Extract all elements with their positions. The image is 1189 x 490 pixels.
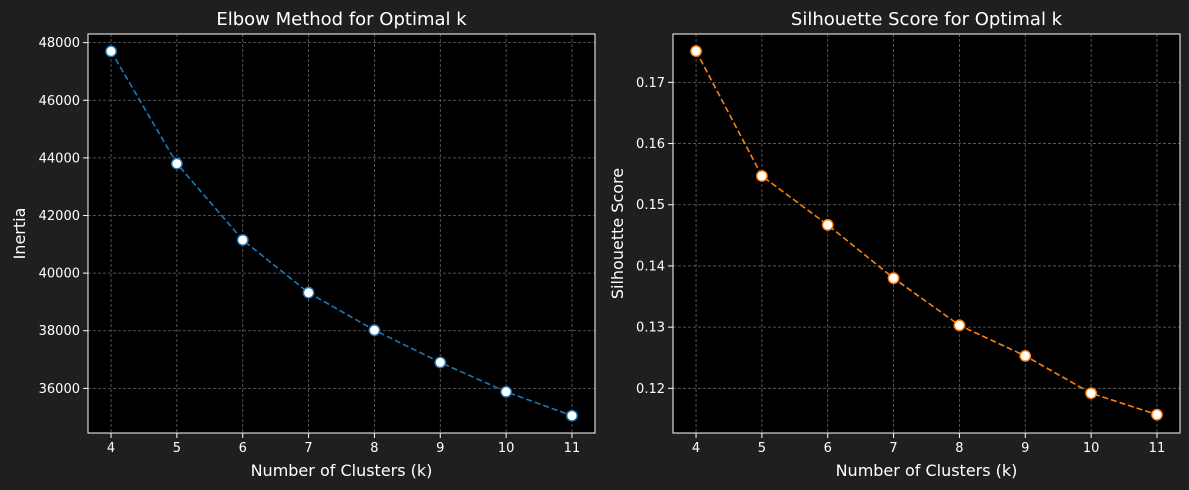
y-tick-label: 0.16 xyxy=(636,137,665,152)
chart-2: 4 5 6 7 8 9 10 11 0.12 0.13 0.14 0.15 0.16 0.17 Silhou… xyxy=(608,9,1181,480)
y-tick-label: 40000 xyxy=(39,267,80,282)
data-point xyxy=(690,45,702,58)
x-tick-label: 5 xyxy=(173,441,181,456)
x-tick-label: 7 xyxy=(889,441,897,456)
y-axis-label: Silhouette Score xyxy=(608,168,627,299)
data-point xyxy=(821,219,834,231)
data-point xyxy=(755,170,768,182)
data-point xyxy=(236,234,249,246)
data-point xyxy=(566,409,578,422)
axes-frame xyxy=(672,33,1181,434)
data-point xyxy=(434,356,447,369)
y-axis-label: Inertia xyxy=(10,208,29,260)
y-tick-label: 0.14 xyxy=(636,259,665,274)
x-tick-label: 10 xyxy=(1083,441,1100,456)
data-point xyxy=(105,45,117,58)
x-axis-label: Number of Clusters (k) xyxy=(836,461,1018,480)
data-point xyxy=(368,324,381,337)
y-tick-label: 0.17 xyxy=(636,76,665,91)
y-tick-label: 42000 xyxy=(39,209,80,224)
plot-area xyxy=(673,34,1180,433)
chart-title: Elbow Method for Optimal k xyxy=(216,9,467,30)
y-tick-label: 0.12 xyxy=(636,382,665,397)
chart-title: Silhouette Score for Optimal k xyxy=(791,9,1063,30)
x-tick-label: 9 xyxy=(436,441,444,456)
data-point xyxy=(500,385,513,398)
x-axis-label: Number of Clusters (k) xyxy=(251,461,433,480)
y-tick-label: 0.13 xyxy=(636,321,665,336)
y-tick-label: 38000 xyxy=(39,324,80,339)
y-tick-label: 44000 xyxy=(39,151,80,166)
x-tick-label: 6 xyxy=(824,441,832,456)
data-point xyxy=(953,319,966,332)
x-tick-label: 8 xyxy=(370,441,378,456)
x-tick-label: 9 xyxy=(1021,441,1029,456)
data-point xyxy=(1019,349,1032,362)
data-point xyxy=(1151,408,1163,421)
series-line xyxy=(695,50,1158,416)
y-tick-label: 48000 xyxy=(39,36,80,51)
y-tick-label: 36000 xyxy=(39,382,80,397)
x-tick-label: 6 xyxy=(239,441,247,456)
x-tick-label: 5 xyxy=(758,441,766,456)
x-tick-label: 7 xyxy=(304,441,312,456)
x-tick-label: 11 xyxy=(564,441,581,456)
plot-area xyxy=(88,34,595,433)
y-tick-label: 0.15 xyxy=(636,198,665,213)
data-point xyxy=(1085,387,1098,400)
x-tick-label: 11 xyxy=(1149,441,1166,456)
x-tick-label: 10 xyxy=(498,441,515,456)
y-tick-label: 46000 xyxy=(39,94,80,109)
x-tick-label: 8 xyxy=(955,441,963,456)
x-tick-label: 4 xyxy=(107,441,115,456)
axes-frame xyxy=(87,33,596,434)
series-line xyxy=(110,50,573,417)
data-point xyxy=(302,286,315,299)
chart-1: 4 5 6 7 8 9 10 11 36000 38000 40000 42000 44000 46000… xyxy=(10,9,596,480)
data-point xyxy=(887,272,900,285)
x-tick-label: 4 xyxy=(692,441,700,456)
data-point xyxy=(170,157,183,170)
